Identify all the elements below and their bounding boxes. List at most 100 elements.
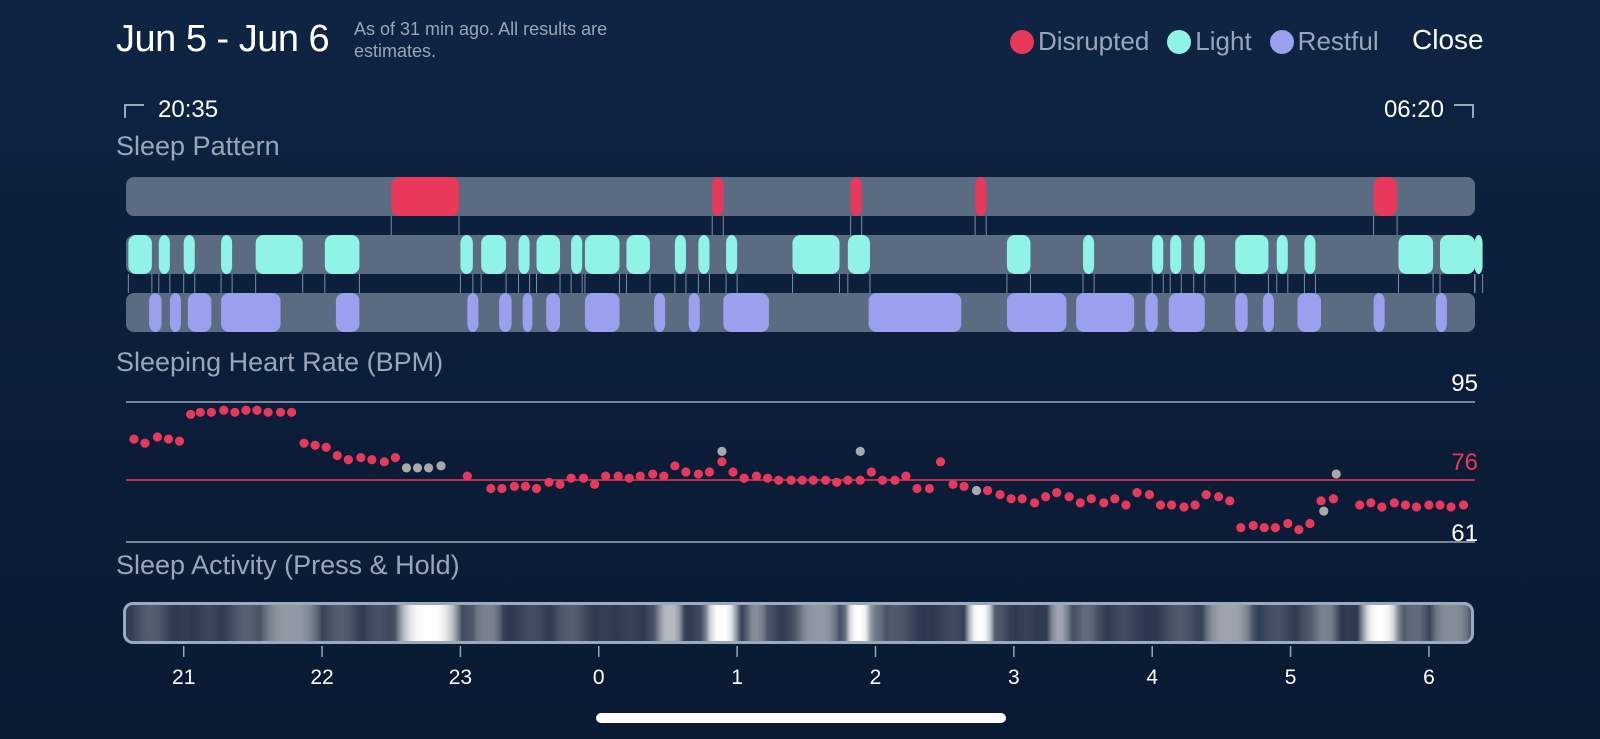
range-end-bracket-icon [1454,104,1474,118]
heart-rate-point [1446,502,1456,512]
heart-rate-point [152,432,163,442]
heart-rate-point [924,483,935,494]
heart-rate-point [1270,522,1280,533]
light-segment [674,235,686,274]
heart-rate-point [704,467,715,477]
restful-segment [221,293,281,332]
heart-rate-point [948,479,958,489]
heart-rate-point [509,481,519,492]
light-segment [1006,235,1031,274]
page-title: Jun 5 - Jun 6 [116,18,330,60]
heart-rate-point [1075,498,1085,508]
light-segment [1398,235,1434,274]
heart-rate-point [670,461,680,471]
heart-rate-point [1435,500,1445,510]
no-reading-point [855,446,865,457]
heart-rate-point [275,407,286,417]
legend-item-restful: Restful [1269,26,1379,57]
heart-rate-point [855,475,865,485]
disrupted-track [126,177,1475,216]
heart-rate-point [578,473,589,483]
heart-rate-point [1052,487,1062,498]
heart-rate-point [1389,498,1399,508]
restful-segment [522,293,533,332]
restful-segment [723,293,769,332]
disrupted-segment [1373,177,1398,216]
heart-rate-point [321,442,331,452]
heart-rate-point [163,434,174,444]
heart-rate-point [1411,502,1422,512]
restful-segment [688,293,700,332]
restful-segment [149,293,162,332]
legend-item-disrupted: Disrupted [1010,26,1149,57]
heart-rate-point [310,440,320,450]
restful-segment [868,293,962,332]
heart-rate-point [343,455,353,465]
no-reading-point [423,463,434,473]
legend-label: Light [1195,26,1252,56]
heart-rate-point [1006,494,1016,504]
heart-rate-point [866,467,876,477]
axis-tick-label: 6 [1423,666,1435,689]
light-segment [626,235,650,274]
restful-track [126,293,1475,332]
heart-rate-point [379,457,389,467]
restful-segment [1373,293,1385,332]
heart-rate-point [1201,490,1211,500]
restful-segment [169,293,181,332]
heart-rate-point [1064,492,1074,502]
heart-rate-point [601,471,611,481]
heart-rate-point [252,405,262,415]
axis-tick-label: 22 [310,666,333,689]
light-segment [1170,235,1182,274]
heart-rate-point [486,483,496,494]
heart-rate-point [1179,502,1189,512]
heart-rate-point [219,405,229,415]
disrupted-segment [850,177,862,216]
light-segment [584,235,620,274]
heart-rate-point [1377,502,1387,512]
restful-segment [654,293,666,332]
light-segment [518,235,530,274]
heart-rate-point [613,471,623,481]
axis-tick-label: 3 [1008,666,1020,689]
sleep-activity-bar[interactable] [123,602,1474,644]
heart-rate-point [1328,494,1339,504]
heart-rate-point [1086,494,1096,504]
heart-rate-point [1236,522,1246,533]
axis-tick-label: 21 [172,666,195,689]
heart-rate-point [299,438,309,448]
axis-tick-label: 4 [1146,666,1158,689]
heart-rate-point [1041,492,1051,502]
no-reading-point [436,461,446,471]
home-indicator[interactable] [596,713,1006,723]
heart-rate-point [681,467,691,477]
axis-tick-label: 2 [870,666,882,689]
restful-segment [1076,293,1135,332]
light-segment [324,235,360,274]
light-segment [221,235,233,274]
heart-rate-point [1248,520,1258,531]
heart-rate-chart: 95 76 61 [126,401,1478,543]
heart-rate-point [174,436,185,446]
heart-rate-point [832,477,842,487]
light-segment [698,235,710,274]
restful-segment [546,293,561,332]
heart-rate-point [566,473,576,483]
heart-rate-point [1030,498,1040,508]
heart-rate-point [332,450,342,461]
heart-rate-point [959,481,969,492]
heart-rate-point [751,471,762,481]
heart-rate-point [1166,500,1177,510]
light-segment [1193,235,1205,274]
heart-rate-point [206,407,216,417]
axis-tick-label: 1 [731,666,743,689]
heart-rate-point [1355,500,1365,510]
light-segment [1304,235,1316,274]
close-button[interactable]: Close [1412,24,1484,55]
sleep-pattern-chart [126,177,1484,332]
heart-rate-point [1458,500,1469,510]
restful-segment [1297,293,1322,332]
heart-rate-point [520,481,531,492]
light-segment [536,235,561,274]
